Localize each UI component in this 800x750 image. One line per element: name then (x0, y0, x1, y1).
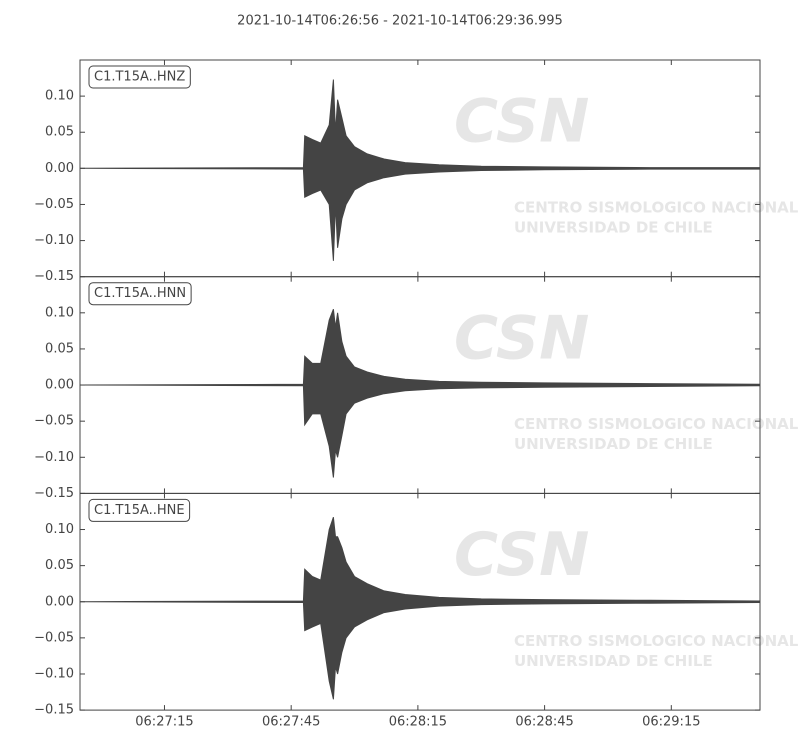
x-tick-label: 06:27:15 (135, 715, 193, 730)
y-tick-label: −0.05 (34, 414, 74, 429)
y-tick-label: −0.15 (34, 703, 74, 718)
x-tick-label: 06:28:15 (389, 715, 447, 730)
legend-label: C1.T15A..HNE (94, 503, 185, 518)
y-tick-label: 0.05 (45, 558, 74, 573)
y-tick-label: −0.15 (34, 269, 74, 284)
x-tick-label: 06:29:15 (642, 715, 700, 730)
y-tick-label: 0.00 (45, 378, 74, 393)
watermark: CENTRO SISMOLOGICO NACIONAL (514, 632, 799, 650)
y-tick-label: −0.10 (34, 233, 74, 248)
y-tick-label: −0.15 (34, 486, 74, 501)
y-tick-label: 0.10 (45, 89, 74, 104)
y-tick-label: 0.10 (45, 305, 74, 320)
y-tick-label: −0.05 (34, 630, 74, 645)
legend: C1.T15A..HNE (88, 498, 191, 522)
watermark: CSN (454, 520, 589, 590)
watermark: UNIVERSIDAD DE CHILE (514, 652, 713, 670)
x-tick-label: 06:27:45 (262, 715, 320, 730)
watermark: CENTRO SISMOLOGICO NACIONAL (514, 415, 799, 433)
y-tick-label: −0.10 (34, 450, 74, 465)
y-tick-label: 0.00 (45, 161, 74, 176)
y-tick-label: 0.00 (45, 594, 74, 609)
y-tick-label: 0.05 (45, 125, 74, 140)
y-tick-label: 0.05 (45, 341, 74, 356)
chart-title: 2021-10-14T06:26:56 - 2021-10-14T06:29:3… (237, 14, 563, 29)
legend-label: C1.T15A..HNN (94, 286, 186, 301)
legend-box (88, 65, 191, 89)
y-tick-label: −0.10 (34, 666, 74, 681)
watermark: CSN (454, 87, 589, 157)
legend: C1.T15A..HNN (88, 282, 192, 306)
y-tick-label: 0.10 (45, 522, 74, 537)
watermark: CSN (454, 303, 589, 373)
x-tick-label: 06:28:45 (515, 715, 573, 730)
legend-box (88, 282, 192, 306)
legend-box (88, 498, 191, 522)
legend: C1.T15A..HNZ (88, 65, 191, 89)
watermark: UNIVERSIDAD DE CHILE (514, 219, 713, 237)
watermark: CENTRO SISMOLOGICO NACIONAL (514, 199, 799, 217)
trace (79, 517, 761, 700)
watermark: UNIVERSIDAD DE CHILE (514, 435, 713, 453)
legend-label: C1.T15A..HNZ (94, 70, 185, 85)
panel-frame (79, 492, 761, 711)
y-tick-label: −0.05 (34, 197, 74, 212)
